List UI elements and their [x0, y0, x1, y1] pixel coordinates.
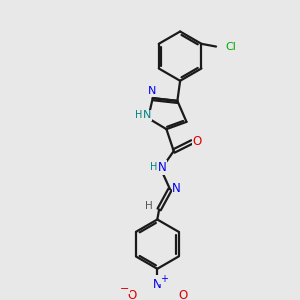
Text: N: N — [153, 278, 162, 291]
Text: N: N — [148, 86, 156, 96]
Text: O: O — [127, 289, 136, 300]
Text: O: O — [193, 134, 202, 148]
Text: Cl: Cl — [225, 43, 236, 52]
Text: H: H — [150, 163, 157, 172]
Text: H: H — [135, 110, 143, 121]
Text: N: N — [158, 161, 166, 174]
Text: O: O — [178, 289, 188, 300]
Text: N: N — [143, 110, 152, 121]
Text: H: H — [145, 201, 153, 211]
Text: N: N — [172, 182, 181, 195]
Text: −: − — [120, 284, 129, 294]
Text: +: + — [160, 274, 168, 284]
